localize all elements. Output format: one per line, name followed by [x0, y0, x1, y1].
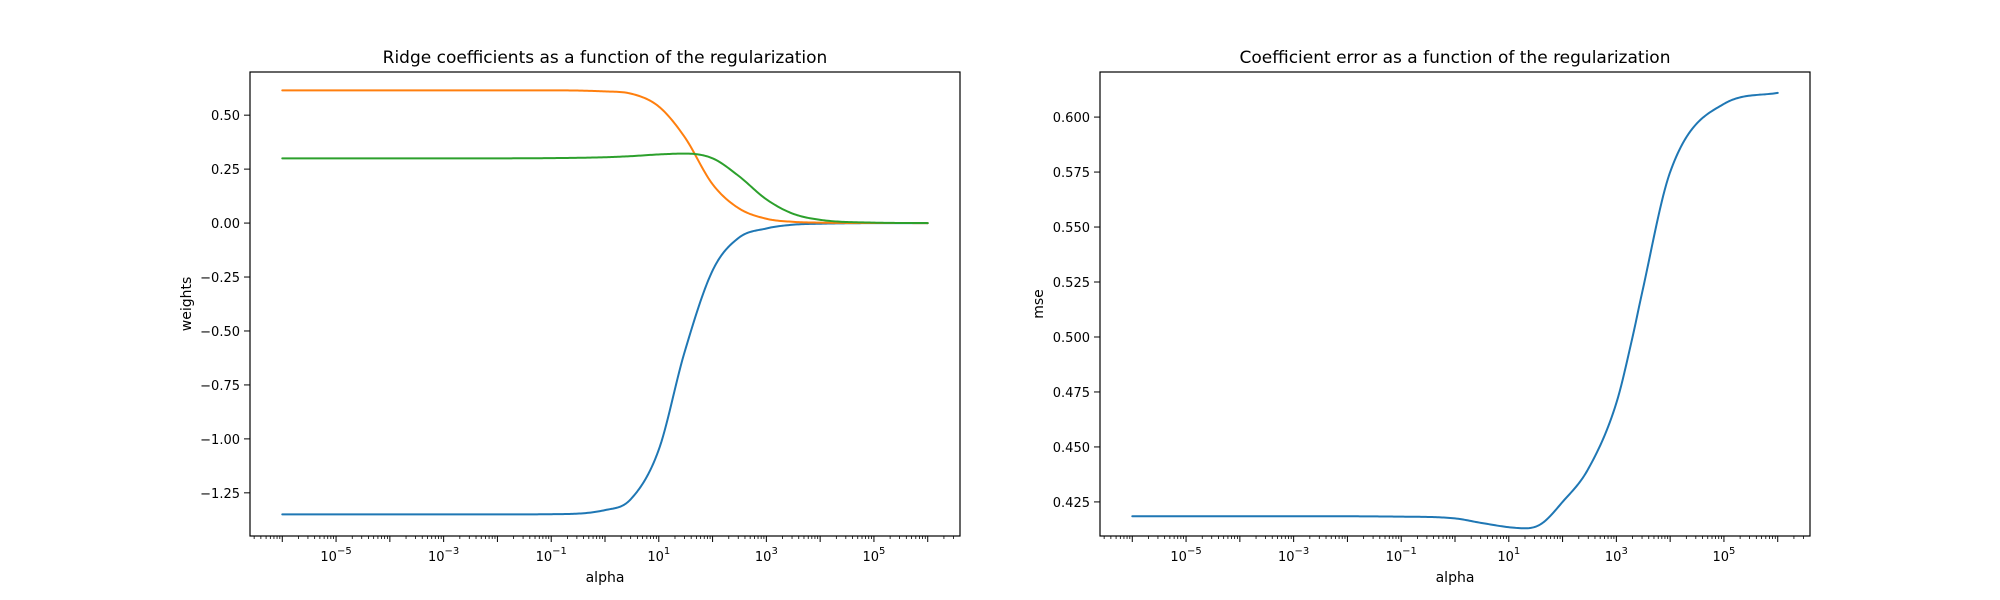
coefficient-error-chart: Coefficient error as a function of the r…: [1031, 48, 1811, 586]
y-tick-label: 0.575: [1053, 166, 1090, 181]
series-line-2: [281, 89, 929, 225]
y-tick-label: 0.525: [1053, 276, 1090, 291]
series-line-3: [281, 152, 929, 225]
x-axis-label: alpha: [1436, 570, 1475, 586]
y-axis-label: mse: [1031, 289, 1047, 319]
y-tick-label: 0.550: [1053, 221, 1090, 236]
x-tick-label: 10−5: [1170, 546, 1201, 565]
y-tick-label: 0.425: [1053, 496, 1090, 511]
y-axis-label: weights: [179, 277, 195, 332]
y-tick-label: 0.25: [211, 163, 240, 178]
chart-title: Coefficient error as a function of the r…: [1240, 48, 1671, 68]
y-tick-label: −1.00: [200, 433, 240, 448]
x-tick-label: 101: [1497, 546, 1520, 565]
x-tick-label: 10−3: [428, 546, 459, 565]
y-tick-label: 0.600: [1053, 111, 1090, 126]
plot-frame: [249, 71, 961, 537]
x-tick-label: 105: [862, 546, 885, 565]
x-tick-label: 10−1: [536, 546, 567, 565]
y-tick-label: −0.25: [200, 271, 240, 286]
x-tick-label: 105: [1712, 546, 1735, 565]
y-tick-label: 0.475: [1053, 386, 1090, 401]
y-tick-label: 0.450: [1053, 441, 1090, 456]
y-tick-label: 0.50: [211, 109, 240, 124]
y-tick-label: −0.75: [200, 379, 240, 394]
series-line-1: [1131, 91, 1779, 530]
x-tick-label: 101: [647, 546, 670, 565]
x-tick-label: 103: [1605, 546, 1628, 565]
x-tick-label: 10−5: [320, 546, 351, 565]
plot-frame: [1099, 71, 1811, 537]
x-tick-label: 103: [755, 546, 778, 565]
series-line-1: [281, 222, 929, 516]
x-tick-label: 10−3: [1278, 546, 1309, 565]
y-tick-label: 0.00: [211, 217, 240, 232]
x-axis-label: alpha: [586, 570, 625, 586]
y-tick-label: 0.500: [1053, 331, 1090, 346]
ridge-coefficients-chart: Ridge coefficients as a function of the …: [179, 48, 961, 586]
chart-title: Ridge coefficients as a function of the …: [383, 48, 828, 68]
x-tick-label: 10−1: [1386, 546, 1417, 565]
y-tick-label: −1.25: [200, 487, 240, 502]
y-tick-label: −0.50: [200, 325, 240, 340]
